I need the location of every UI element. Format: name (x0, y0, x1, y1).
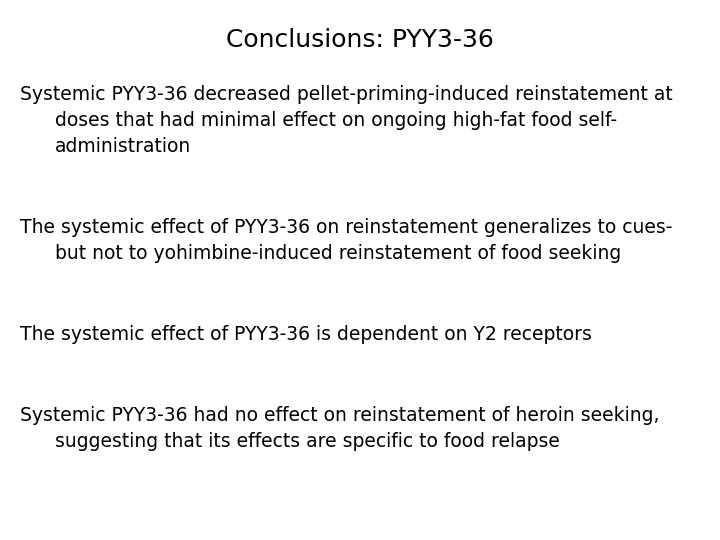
Text: The systemic effect of PYY3-36 is dependent on Y2 receptors: The systemic effect of PYY3-36 is depend… (20, 325, 592, 344)
Text: suggesting that its effects are specific to food relapse: suggesting that its effects are specific… (55, 432, 560, 451)
Text: Conclusions: PYY3-36: Conclusions: PYY3-36 (226, 28, 494, 52)
Text: but not to yohimbine-induced reinstatement of food seeking: but not to yohimbine-induced reinstateme… (55, 244, 621, 263)
Text: administration: administration (55, 137, 192, 156)
Text: The systemic effect of PYY3-36 on reinstatement generalizes to cues-: The systemic effect of PYY3-36 on reinst… (20, 218, 672, 237)
Text: Systemic PYY3-36 had no effect on reinstatement of heroin seeking,: Systemic PYY3-36 had no effect on reinst… (20, 406, 660, 425)
Text: Systemic PYY3-36 decreased pellet-priming-induced reinstatement at: Systemic PYY3-36 decreased pellet-primin… (20, 85, 672, 104)
Text: doses that had minimal effect on ongoing high-fat food self-: doses that had minimal effect on ongoing… (55, 111, 617, 130)
